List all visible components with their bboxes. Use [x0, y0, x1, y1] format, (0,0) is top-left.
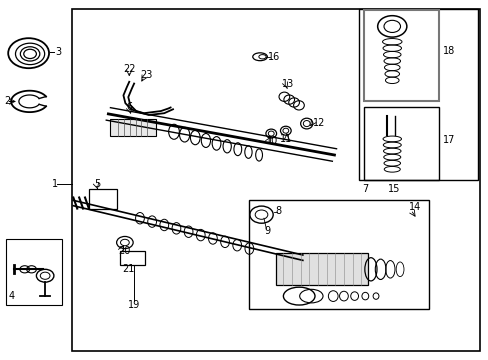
Text: 21: 21 — [122, 264, 134, 274]
Text: 8: 8 — [275, 206, 281, 216]
Text: 20: 20 — [118, 246, 130, 256]
Text: 16: 16 — [267, 52, 280, 62]
Bar — [363, 107, 438, 180]
Text: 4: 4 — [9, 292, 15, 301]
Bar — [6, 239, 62, 305]
Text: 22: 22 — [122, 64, 135, 74]
Text: 23: 23 — [140, 69, 152, 80]
Bar — [72, 9, 479, 351]
Text: 5: 5 — [94, 179, 100, 189]
Text: 18: 18 — [442, 46, 454, 56]
Bar — [358, 9, 477, 180]
Text: 9: 9 — [264, 226, 269, 236]
Text: 12: 12 — [312, 118, 325, 128]
Bar — [109, 118, 156, 136]
Text: 6: 6 — [126, 102, 133, 112]
Text: 3: 3 — [55, 47, 61, 57]
Bar — [363, 10, 438, 102]
Text: 11: 11 — [279, 134, 291, 144]
Text: 14: 14 — [408, 202, 420, 212]
Bar — [276, 253, 368, 285]
Text: 13: 13 — [282, 79, 294, 89]
Text: 7: 7 — [362, 184, 368, 194]
Text: 2: 2 — [4, 96, 11, 107]
Text: 17: 17 — [442, 135, 454, 145]
Text: 19: 19 — [128, 300, 140, 310]
Text: 15: 15 — [387, 184, 400, 194]
Text: 1: 1 — [52, 179, 59, 189]
Bar — [120, 251, 145, 265]
Bar — [249, 200, 428, 309]
Bar — [89, 189, 117, 208]
Text: 10: 10 — [266, 136, 278, 147]
